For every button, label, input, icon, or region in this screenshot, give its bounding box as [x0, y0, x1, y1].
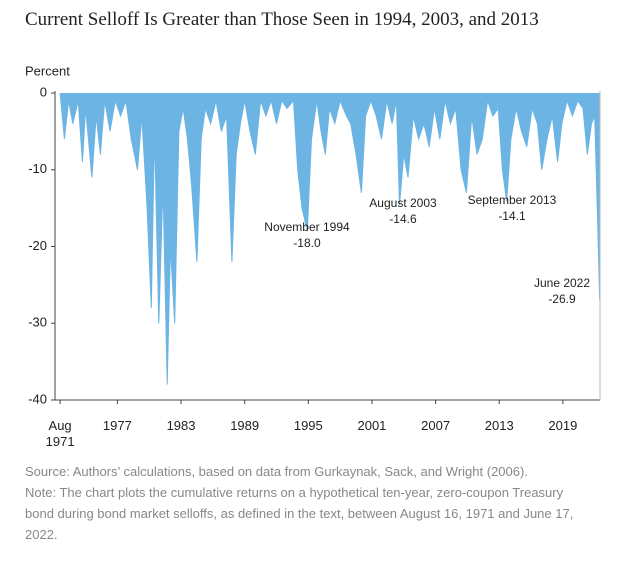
- annotation-label: August 2003: [369, 196, 437, 210]
- note: Note: The chart plots the cumulative ret…: [25, 485, 574, 542]
- x-tick-label: 1995: [293, 418, 323, 433]
- x-tick-label: 1983: [166, 418, 196, 433]
- x-tick-label: 2001: [357, 418, 387, 433]
- annotation-value: -14.1: [498, 209, 526, 223]
- x-tick-label: 2019: [548, 418, 578, 433]
- x-tick-label: 2013: [484, 418, 514, 433]
- x-tick-label: 1989: [230, 418, 260, 433]
- y-tick-label: -20: [28, 238, 47, 253]
- chart: Percent 0 -10 -20 -30 -40 November 1994 -18.0 A…: [25, 63, 601, 406]
- y-axis-label: Percent: [25, 63, 70, 78]
- annotation-value: -26.9: [548, 292, 576, 306]
- y-tick-label: -40: [28, 391, 47, 406]
- annotation-value: -14.6: [389, 212, 417, 226]
- chart-title: Current Selloff Is Greater than Those Se…: [25, 9, 539, 30]
- y-tick-label: 0: [40, 84, 47, 99]
- annotation-label: September 2013: [468, 193, 557, 207]
- y-tick-label: -30: [28, 315, 47, 330]
- area-fill: [60, 93, 600, 385]
- notes: Source: Authors’ calculations, based on …: [25, 461, 595, 545]
- y-tick-label: -10: [28, 161, 47, 176]
- annotation-value: -18.0: [293, 236, 321, 250]
- x-tick-label: 2007: [421, 418, 451, 433]
- x-tick-label: 1977: [102, 418, 132, 433]
- source: Source: Authors’ calculations, based on …: [25, 464, 528, 479]
- annotation-label: June 2022: [534, 276, 590, 290]
- x-tick-label: Aug 1971: [45, 418, 75, 449]
- annotation-label: November 1994: [264, 220, 350, 234]
- area-line: [59, 92, 601, 385]
